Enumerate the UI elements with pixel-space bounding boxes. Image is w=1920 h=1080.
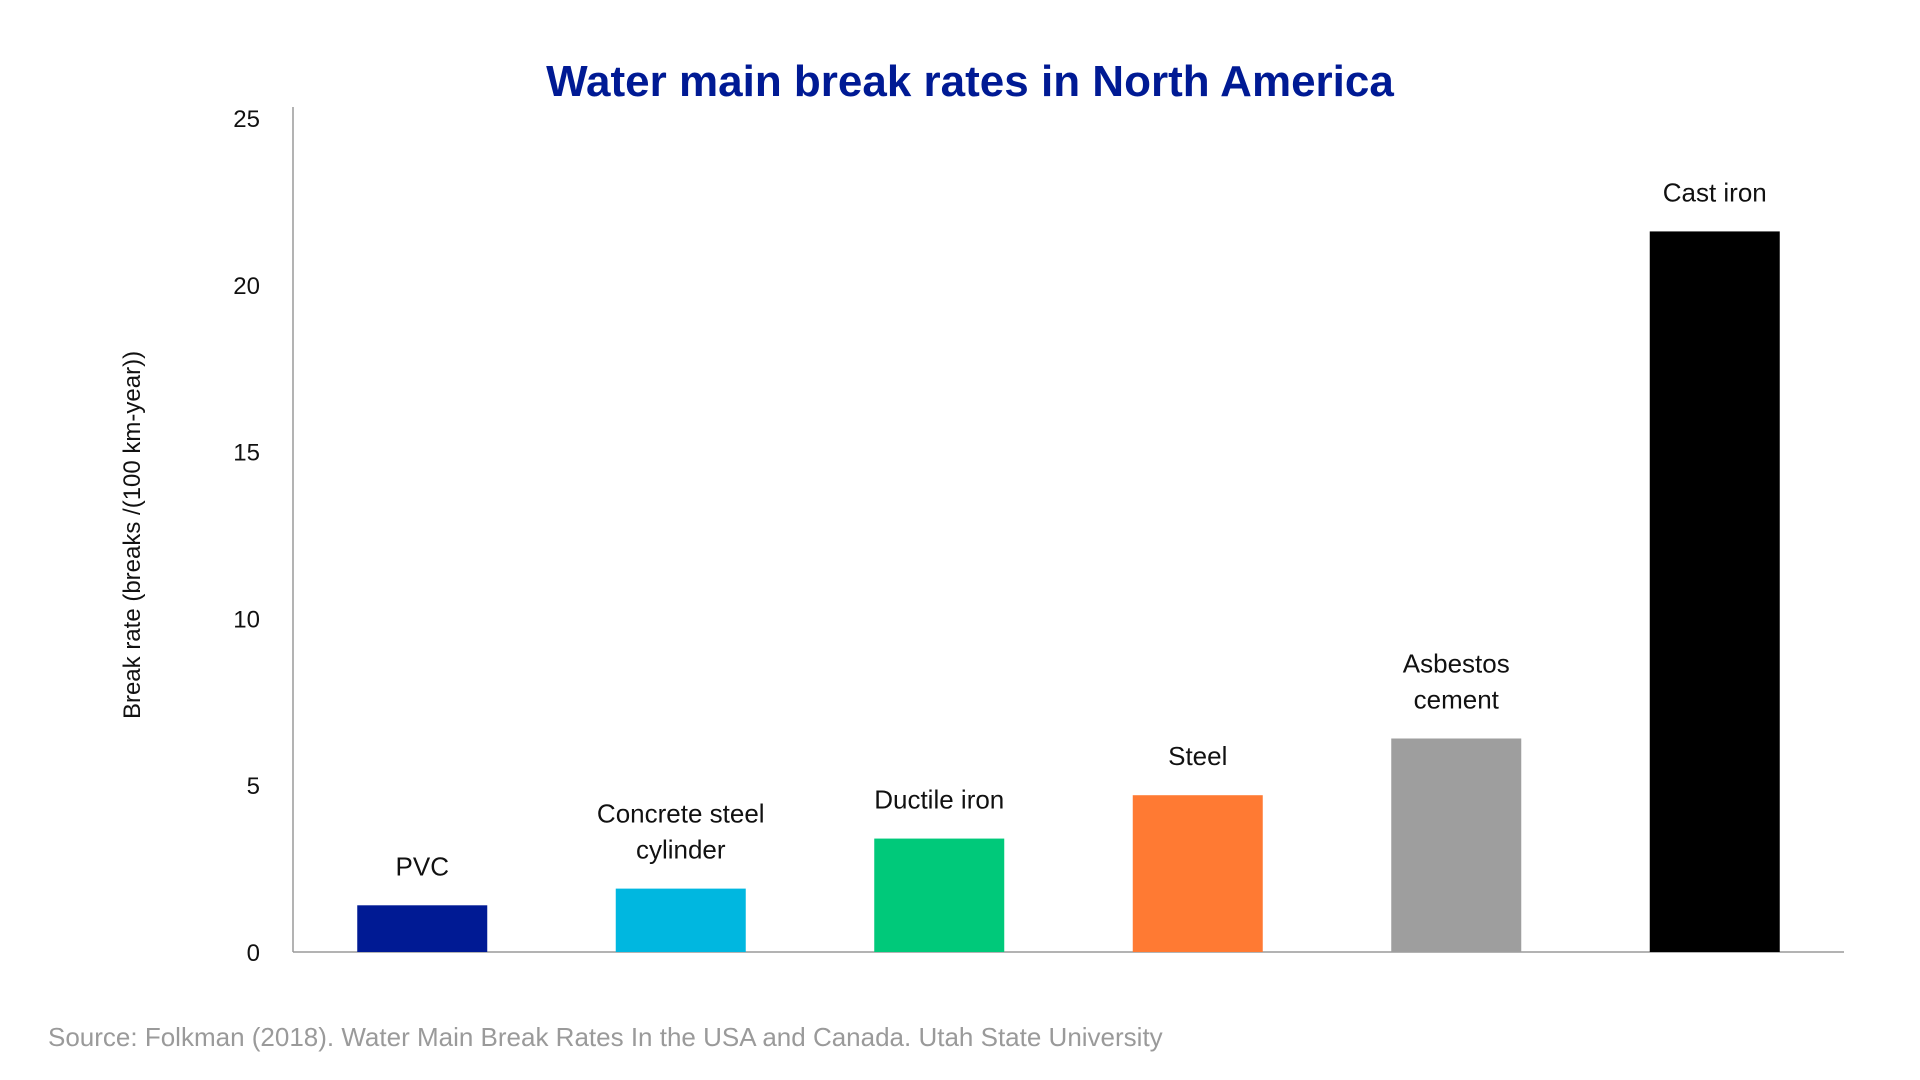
- bar-labels: PVC Concrete steel cylinder Ductile iron Ste…: [396, 177, 1767, 881]
- bar-label: cylinder: [636, 835, 726, 865]
- bar-label: PVC: [396, 851, 449, 881]
- y-tick-label: 0: [247, 940, 260, 967]
- bar: [1391, 738, 1522, 952]
- bar: [1132, 795, 1263, 952]
- bar-label: cement: [1414, 684, 1500, 714]
- source-note: Source: Folkman (2018). Water Main Break…: [48, 1022, 1163, 1052]
- y-tick-label: 20: [233, 273, 260, 300]
- y-ticks: 0 5 10 15 20 25: [233, 106, 260, 967]
- y-axis-label: Break rate (breaks /(100 km-year)): [119, 351, 146, 719]
- bar: [357, 905, 488, 952]
- bar-label: Concrete steel: [597, 799, 765, 829]
- bar: [874, 838, 1005, 952]
- y-tick-label: 25: [233, 106, 260, 133]
- bar: [1649, 231, 1780, 952]
- bars: [357, 231, 1780, 952]
- bar: [615, 888, 746, 952]
- bar-label: Steel: [1168, 741, 1227, 771]
- y-tick-label: 15: [233, 440, 260, 467]
- y-tick-label: 10: [233, 606, 260, 633]
- y-tick-label: 5: [247, 773, 260, 800]
- chart-title: Water main break rates in North America: [546, 57, 1394, 106]
- bar-label: Cast iron: [1663, 177, 1767, 207]
- bar-label: Asbestos: [1403, 648, 1510, 678]
- bar-label: Ductile iron: [874, 785, 1004, 815]
